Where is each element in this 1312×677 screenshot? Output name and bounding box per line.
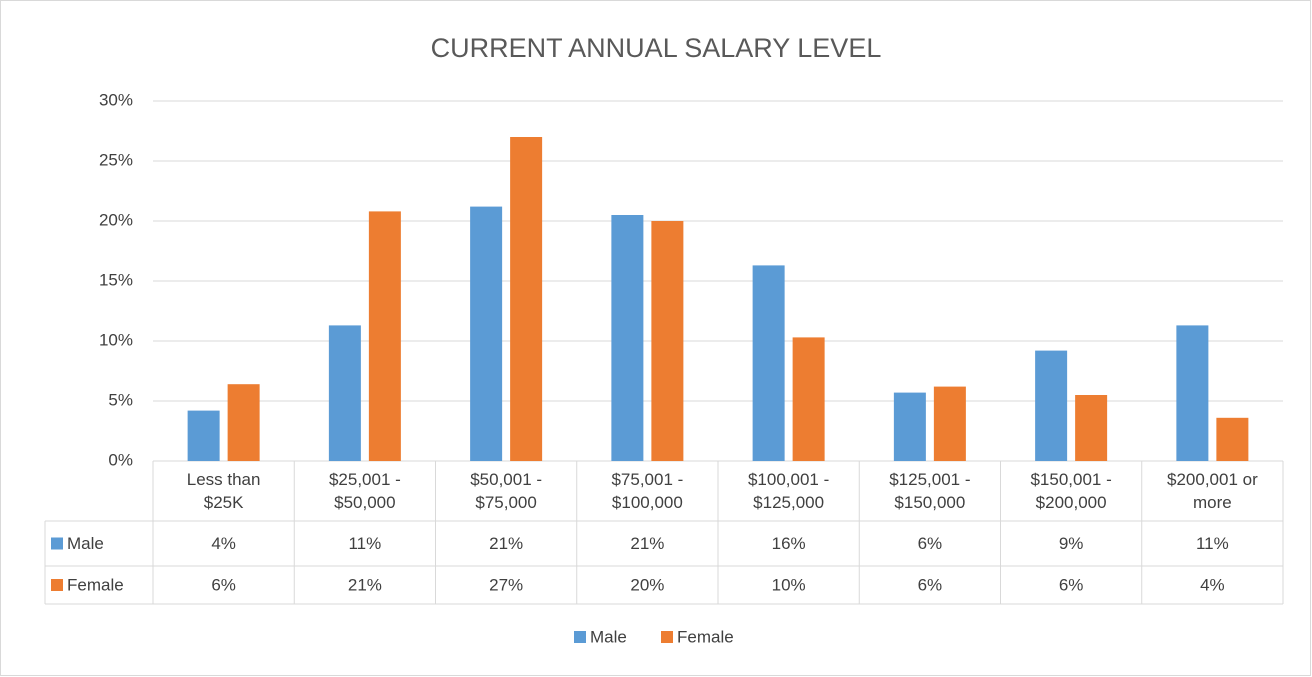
legend-key	[661, 631, 673, 643]
table-cell: 21%	[348, 575, 382, 594]
table-cell: 9%	[1059, 534, 1084, 553]
table-cell: 4%	[1200, 575, 1225, 594]
row-header: Male	[67, 534, 104, 553]
category-text: $150,001 - $200,000	[1030, 470, 1112, 512]
chart-title: CURRENT ANNUAL SALARY LEVEL	[431, 33, 882, 63]
legend-label: Male	[590, 627, 627, 646]
bar	[792, 337, 825, 461]
x-tick-label: $200,001 or more	[1142, 461, 1283, 521]
bar	[1216, 417, 1249, 461]
category-text: $200,001 or more	[1167, 470, 1258, 512]
y-tick-label: 0%	[108, 450, 133, 469]
y-tick-label: 10%	[99, 330, 133, 349]
category-text: $50,001 - $75,000	[470, 470, 543, 512]
bar	[1176, 325, 1209, 461]
bar	[651, 221, 684, 461]
y-tick-label: 5%	[108, 390, 133, 409]
bar	[752, 265, 785, 461]
table-cell: 10%	[772, 575, 806, 594]
table-cell: 6%	[1059, 575, 1084, 594]
y-tick-label: 25%	[99, 150, 133, 169]
legend-key	[51, 579, 63, 591]
bar	[187, 410, 220, 461]
table-cell: 21%	[630, 534, 664, 553]
legend-key	[574, 631, 586, 643]
table-cell: 16%	[772, 534, 806, 553]
table-cell: 27%	[489, 575, 523, 594]
table-cell: 11%	[1196, 534, 1229, 553]
table-cell: 6%	[918, 575, 943, 594]
table-cell: 21%	[489, 534, 523, 553]
bar	[368, 211, 401, 461]
category-text: $125,001 - $150,000	[889, 470, 971, 512]
legend-label: Female	[677, 627, 734, 646]
category-text: $75,001 - $100,000	[611, 470, 684, 512]
x-tick-label: $150,001 - $200,000	[1001, 461, 1142, 521]
table-cell: 4%	[211, 534, 236, 553]
bar	[510, 137, 543, 461]
x-tick-label: $50,001 - $75,000	[436, 461, 577, 521]
x-tick-label: $125,001 - $150,000	[859, 461, 1000, 521]
bar	[611, 215, 644, 461]
bar	[328, 325, 361, 461]
x-tick-label: $75,001 - $100,000	[577, 461, 718, 521]
bar	[933, 386, 966, 461]
y-tick-label: 30%	[99, 90, 133, 109]
x-tick-label: $25,001 - $50,000	[294, 461, 435, 521]
bar	[470, 206, 503, 461]
bar	[1075, 395, 1108, 461]
row-header: Female	[67, 575, 124, 594]
x-tick-label: $100,001 - $125,000	[718, 461, 859, 521]
legend-key	[51, 537, 63, 550]
category-text: $25,001 - $50,000	[328, 470, 401, 512]
category-text: $100,001 - $125,000	[747, 470, 830, 512]
table-cell: 20%	[630, 575, 664, 594]
category-text: Less than $25K	[186, 470, 261, 512]
bar	[893, 392, 926, 461]
table-cell: 11%	[348, 534, 381, 553]
y-tick-label: 15%	[99, 270, 133, 289]
y-tick-label: 20%	[99, 210, 133, 229]
x-tick-label: Less than $25K	[153, 461, 294, 521]
table-cell: 6%	[211, 575, 236, 594]
bar	[1035, 350, 1068, 461]
table-cell: 6%	[918, 534, 943, 553]
bar	[227, 384, 260, 461]
